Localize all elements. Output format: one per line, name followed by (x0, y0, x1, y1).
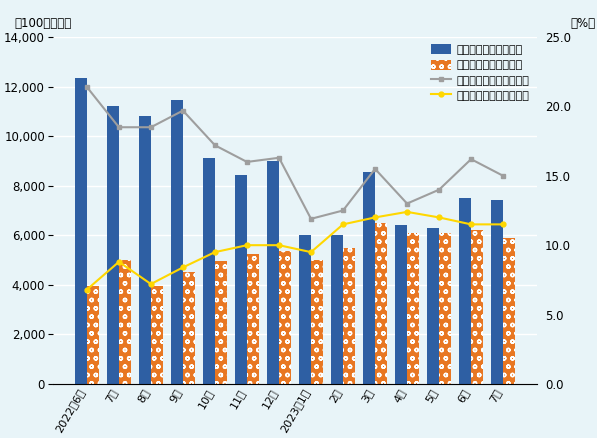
Bar (407, 233, 419, 384)
Bar (215, 261, 227, 384)
Bar (107, 106, 119, 384)
Bar (363, 172, 375, 384)
Bar (235, 175, 247, 384)
半導体・構成比（右軸） (435, 187, 442, 192)
Text: （%）: （%） (570, 17, 595, 30)
Bar (503, 238, 515, 384)
半導体・構成比（右軸） (467, 156, 475, 162)
Bar (151, 286, 163, 384)
半導体・構成比（右軸） (500, 173, 507, 178)
Bar (471, 230, 483, 384)
自動車・構成比（右軸） (275, 243, 282, 248)
Bar (267, 161, 279, 384)
半導体・構成比（右軸） (307, 216, 315, 222)
Bar (331, 235, 343, 384)
Bar (375, 223, 387, 384)
自動車・構成比（右軸） (115, 259, 122, 265)
自動車・構成比（右軸） (340, 222, 347, 227)
Bar (343, 247, 355, 384)
自動車・構成比（右軸） (147, 281, 155, 286)
自動車・構成比（右軸） (179, 265, 186, 270)
半導体・構成比（右軸） (115, 125, 122, 130)
Bar (203, 159, 215, 384)
自動車・構成比（右軸） (307, 250, 315, 255)
半導体・構成比（右軸） (84, 85, 91, 90)
半導体・構成比（右軸） (340, 208, 347, 213)
半導体・構成比（右軸） (404, 201, 411, 206)
半導体・構成比（右軸） (147, 125, 155, 130)
Bar (491, 200, 503, 384)
自動車・構成比（右軸） (211, 250, 219, 255)
Bar (139, 117, 151, 384)
Line: 半導体・構成比（右軸）: 半導体・構成比（右軸） (84, 85, 506, 221)
Bar (279, 251, 291, 384)
Bar (119, 260, 131, 384)
Bar (75, 78, 87, 384)
Bar (171, 100, 183, 384)
Bar (87, 286, 99, 384)
自動車・構成比（右軸） (467, 222, 475, 227)
自動車・構成比（右軸） (244, 243, 251, 248)
Bar (439, 233, 451, 384)
Bar (311, 260, 323, 384)
半導体・構成比（右軸） (179, 108, 186, 113)
自動車・構成比（右軸） (500, 222, 507, 227)
Bar (459, 198, 471, 384)
自動車・構成比（右軸） (435, 215, 442, 220)
Bar (183, 272, 195, 384)
半導体・構成比（右軸） (211, 143, 219, 148)
半導体・構成比（右軸） (244, 159, 251, 165)
Text: （100万ドル）: （100万ドル） (14, 17, 71, 30)
半導体・構成比（右軸） (275, 155, 282, 160)
自動車・構成比（右軸） (371, 215, 378, 220)
Bar (395, 226, 407, 384)
Line: 自動車・構成比（右軸）: 自動車・構成比（右軸） (84, 209, 506, 292)
Legend: 半導体・金額（左軸）, 自動車・金額（左軸）, 半導体・構成比（右軸）, 自動車・構成比（右軸）: 半導体・金額（左軸）, 自動車・金額（左軸）, 半導体・構成比（右軸）, 自動車… (431, 44, 530, 101)
Bar (247, 254, 259, 384)
半導体・構成比（右軸） (371, 166, 378, 172)
自動車・構成比（右軸） (404, 209, 411, 215)
Bar (299, 235, 311, 384)
自動車・構成比（右軸） (84, 287, 91, 292)
Bar (427, 228, 439, 384)
